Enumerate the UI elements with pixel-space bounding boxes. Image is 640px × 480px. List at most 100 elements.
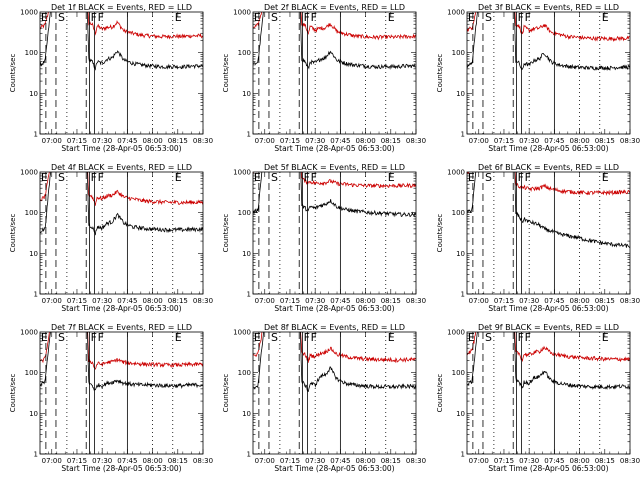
lld-series-line [40,172,203,206]
x-tick-label: 07:00 [42,137,62,145]
x-tick-label: 08:30 [193,297,213,305]
x-tick-label: 08:15 [595,457,615,465]
event-marker-label: F [304,171,310,184]
x-tick-label: 07:15 [494,457,514,465]
event-marker-label: E [175,171,182,184]
event-marker-label: F [98,171,104,184]
event-marker-label: S [271,171,278,184]
events-series-line [40,332,203,391]
y-tick-label: 10 [29,250,38,258]
x-axis-label: Start Time (28-Apr-05 06:53:00) [61,144,181,153]
x-tick-label: 08:00 [569,297,589,305]
events-series-line [467,172,630,248]
plot-frame [252,331,417,455]
event-marker-label: F [304,11,310,24]
plot-frame [39,11,204,135]
x-axis-label: Start Time (28-Apr-05 06:53:00) [61,304,181,313]
y-tick-label: 1000 [447,329,465,337]
x-tick-label: 07:45 [330,297,350,305]
x-tick-label: 07:15 [494,297,514,305]
lld-series-line [253,172,416,189]
event-marker-label: E [602,11,609,24]
y-axis-label: Counts/sec [9,214,17,253]
x-tick-label: 07:30 [92,457,112,465]
events-series-line [467,332,630,391]
x-tick-label: 07:30 [305,457,325,465]
x-tick-label: 07:45 [330,457,350,465]
y-tick-label: 1 [247,291,251,299]
event-marker-label: E [254,171,261,184]
x-tick-label: 07:15 [67,137,87,145]
event-marker-label: F [304,331,310,344]
event-marker-label: F [518,331,524,344]
chart-title: Det 7f BLACK = Events, RED = LLD [51,323,192,332]
y-axis-label: Counts/sec [222,214,230,253]
x-tick-label: 08:30 [193,457,213,465]
x-tick-label: 08:30 [406,297,426,305]
chart-title: Det 6f BLACK = Events, RED = LLD [478,163,619,172]
event-marker-label: S [271,331,278,344]
x-axis-label: Start Time (28-Apr-05 06:53:00) [61,464,181,473]
event-marker-label: F [525,171,531,184]
y-tick-label: 10 [456,90,465,98]
y-tick-label: 1 [247,451,251,459]
x-tick-label: 07:15 [67,297,87,305]
x-tick-label: 07:00 [255,457,275,465]
event-marker-label: E [41,11,48,24]
x-tick-label: 07:45 [544,137,564,145]
y-tick-label: 10 [29,90,38,98]
x-tick-label: 07:45 [117,137,137,145]
x-tick-label: 07:30 [92,297,112,305]
y-tick-label: 10 [456,410,465,418]
y-tick-label: 1000 [447,169,465,177]
x-tick-label: 08:15 [168,457,188,465]
event-marker-label: E [468,171,475,184]
y-tick-label: 1000 [233,329,251,337]
y-tick-label: 100 [452,369,465,377]
y-tick-label: 1000 [447,9,465,17]
x-tick-label: 08:15 [381,297,401,305]
x-axis-label: Start Time (28-Apr-05 06:53:00) [274,304,394,313]
y-tick-label: 1 [34,291,38,299]
x-tick-label: 08:00 [142,137,162,145]
x-tick-label: 08:30 [620,457,640,465]
x-tick-label: 08:00 [142,457,162,465]
y-tick-label: 100 [238,209,251,217]
x-tick-label: 08:00 [355,297,375,305]
y-tick-label: 10 [242,410,251,418]
y-axis-label: Counts/sec [9,54,17,93]
event-marker-label: E [388,331,395,344]
x-tick-label: 08:30 [406,457,426,465]
events-series-line [40,12,203,71]
event-marker-label: F [91,331,97,344]
x-tick-label: 08:30 [406,137,426,145]
x-tick-label: 08:30 [620,137,640,145]
chart-title: Det 4f BLACK = Events, RED = LLD [51,163,192,172]
x-tick-label: 08:00 [142,297,162,305]
x-tick-label: 08:30 [193,137,213,145]
y-tick-label: 1000 [20,169,38,177]
y-tick-label: 100 [25,209,38,217]
chart-title: Det 9f BLACK = Events, RED = LLD [478,323,619,332]
y-axis-label: Counts/sec [9,374,17,413]
x-tick-label: 07:15 [280,137,300,145]
event-marker-label: E [468,11,475,24]
x-tick-label: 08:15 [595,137,615,145]
lld-series-line [467,12,630,42]
event-marker-label: F [98,331,104,344]
events-series-line [467,12,630,71]
x-tick-label: 08:15 [381,137,401,145]
x-tick-label: 07:00 [255,137,275,145]
event-marker-label: E [468,331,475,344]
events-series-line [253,172,416,218]
event-marker-label: F [525,11,531,24]
event-marker-label: F [98,11,104,24]
x-axis-label: Start Time (28-Apr-05 06:53:00) [488,144,608,153]
events-series-line [253,332,416,392]
